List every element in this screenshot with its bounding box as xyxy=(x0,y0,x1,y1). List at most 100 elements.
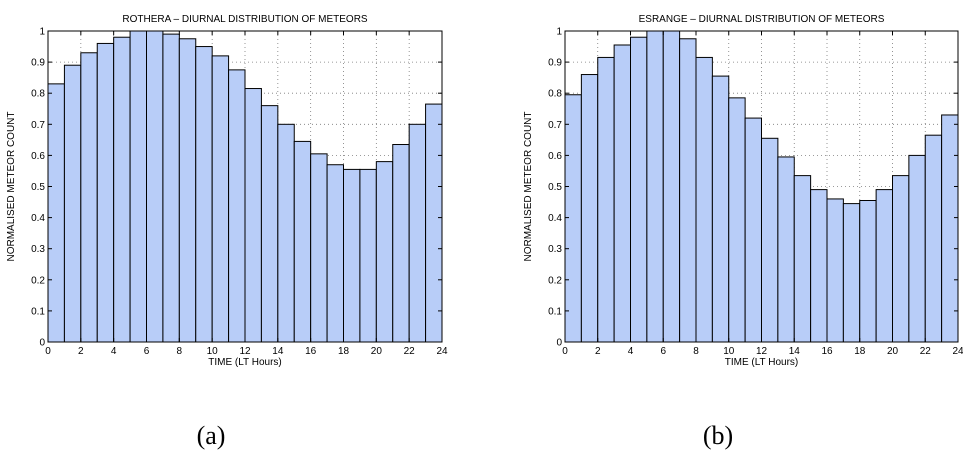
bar xyxy=(761,137,779,343)
bar xyxy=(195,46,213,343)
bar xyxy=(326,164,345,343)
bar xyxy=(244,88,262,343)
bar xyxy=(842,203,861,343)
bar xyxy=(293,140,312,343)
bar xyxy=(826,198,844,343)
ticks: 0 2 4 6 8 10 12 14 16 18 20 22 2400.10.20.30.40.50.6… xyxy=(548,27,963,358)
x-tick-label: 16 xyxy=(821,346,833,357)
x-tick-label: 2 xyxy=(78,346,84,357)
bar xyxy=(359,168,377,343)
bars xyxy=(564,30,959,343)
x-tick-label: 4 xyxy=(628,346,634,357)
x-tick-label: 16 xyxy=(305,346,317,357)
y-tick-label: 0.9 xyxy=(548,58,562,69)
panel-caption: (a) xyxy=(197,421,226,450)
bar xyxy=(228,69,246,343)
y-tick-label: 0.5 xyxy=(548,182,562,193)
bar xyxy=(777,156,795,343)
x-tick-label: 8 xyxy=(177,346,183,357)
x-tick-label: 6 xyxy=(660,346,666,357)
y-tick-label: 0.7 xyxy=(31,120,45,131)
y-tick-label: 0 xyxy=(556,338,562,349)
bar xyxy=(728,97,746,343)
y-tick-label: 1 xyxy=(39,27,45,38)
bar xyxy=(80,52,98,343)
y-axis-label: NORMALISED METEOR COUNT xyxy=(6,111,17,261)
x-tick-label: 14 xyxy=(272,346,284,357)
bar xyxy=(892,175,910,343)
chart-title: ROTHERA – DIURNAL DISTRIBUTION OF METEOR… xyxy=(122,14,368,25)
x-tick-label: 22 xyxy=(920,346,932,357)
bar xyxy=(564,94,582,343)
x-tick-label: 8 xyxy=(693,346,699,357)
bar xyxy=(178,38,197,343)
panel-caption: (b) xyxy=(703,421,733,450)
x-tick-label: 18 xyxy=(854,346,866,357)
chart-panel-rothera: ROTHERA – DIURNAL DISTRIBUTION OF METEOR… xyxy=(6,14,448,450)
x-tick-label: 18 xyxy=(338,346,350,357)
bar xyxy=(47,83,65,343)
y-tick-label: 1 xyxy=(556,27,562,38)
x-tick-label: 2 xyxy=(595,346,601,357)
bar xyxy=(646,30,664,343)
bar xyxy=(679,38,697,343)
bar xyxy=(392,144,410,343)
bar xyxy=(695,56,713,343)
x-tick-label: 6 xyxy=(144,346,150,357)
y-tick-label: 0.8 xyxy=(31,89,45,100)
chart-panel-esrange: ESRANGE – DIURNAL DISTRIBUTION OF METEOR… xyxy=(523,14,963,450)
y-tick-label: 0.2 xyxy=(548,275,562,286)
bar xyxy=(260,105,279,343)
bars xyxy=(47,30,443,343)
y-tick-label: 0.1 xyxy=(31,306,45,317)
bar xyxy=(211,55,230,343)
bar xyxy=(744,117,762,343)
bar xyxy=(793,175,812,343)
x-tick-label: 20 xyxy=(887,346,899,357)
bar xyxy=(941,114,959,343)
y-tick-label: 0.9 xyxy=(31,58,45,69)
y-tick-label: 0.8 xyxy=(548,89,562,100)
bar xyxy=(96,42,115,343)
bar xyxy=(924,134,943,343)
bar xyxy=(580,74,599,343)
ticks: 0 2 4 6 8 10 12 14 16 18 20 22 2400.10.20.30.40.50.6… xyxy=(31,27,448,358)
x-tick-label: 10 xyxy=(207,346,219,357)
x-tick-label: 4 xyxy=(111,346,117,357)
y-tick-label: 0.5 xyxy=(31,182,45,193)
bar xyxy=(375,161,394,343)
bar xyxy=(425,103,443,343)
bar xyxy=(908,154,926,343)
bar xyxy=(146,30,164,343)
bar xyxy=(343,168,361,343)
bar xyxy=(613,44,631,343)
x-tick-label: 14 xyxy=(789,346,801,357)
y-tick-label: 0.6 xyxy=(548,151,562,162)
y-tick-label: 0.3 xyxy=(548,244,562,255)
y-tick-label: 0.1 xyxy=(548,306,562,317)
bar xyxy=(113,36,131,343)
y-tick-label: 0.3 xyxy=(31,244,45,255)
bar xyxy=(162,33,180,343)
x-tick-label: 24 xyxy=(436,346,448,357)
bar xyxy=(875,189,893,343)
y-tick-label: 0.4 xyxy=(31,213,45,224)
x-tick-label: 20 xyxy=(371,346,383,357)
y-tick-label: 0.4 xyxy=(548,213,562,224)
x-tick-label: 0 xyxy=(562,346,568,357)
y-tick-label: 0 xyxy=(39,338,45,349)
y-axis-label: NORMALISED METEOR COUNT xyxy=(523,111,534,261)
x-tick-label: 0 xyxy=(45,346,51,357)
bar xyxy=(711,75,730,343)
x-tick-label: 12 xyxy=(756,346,768,357)
bar xyxy=(129,30,147,343)
bar xyxy=(310,153,328,343)
y-tick-label: 0.7 xyxy=(548,120,562,131)
x-tick-label: 22 xyxy=(404,346,416,357)
chart-title: ESRANGE – DIURNAL DISTRIBUTION OF METEOR… xyxy=(639,14,885,25)
x-tick-label: 10 xyxy=(723,346,735,357)
bar xyxy=(662,30,681,343)
bar xyxy=(630,36,648,343)
bar xyxy=(277,123,295,343)
